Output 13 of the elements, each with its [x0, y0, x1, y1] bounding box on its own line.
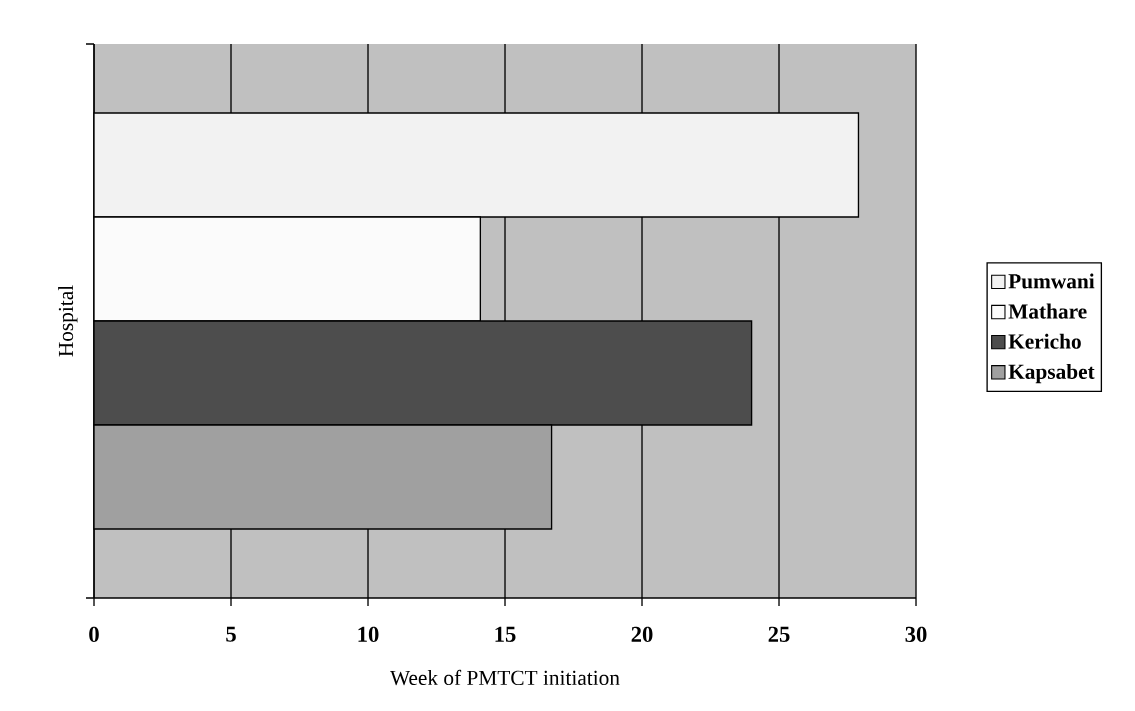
- legend-label: Pumwani: [1008, 273, 1095, 289]
- legend-label: Mathare: [1008, 303, 1087, 319]
- x-tick-label: 10: [358, 626, 379, 643]
- x-tick-label: 5: [226, 626, 236, 642]
- legend-label: Kericho: [1008, 333, 1081, 349]
- legend-label: Kapsabet: [1008, 363, 1095, 384]
- y-axis-title: Hospital: [58, 285, 78, 357]
- x-tick-label: 0: [89, 626, 99, 643]
- x-tick-label: 30: [905, 626, 927, 643]
- x-tick-label: 15: [495, 626, 516, 642]
- x-axis-title: Week of PMTCT initiation: [390, 669, 620, 686]
- x-tick-label: 20: [631, 626, 653, 643]
- x-tick-label: 25: [768, 626, 790, 642]
